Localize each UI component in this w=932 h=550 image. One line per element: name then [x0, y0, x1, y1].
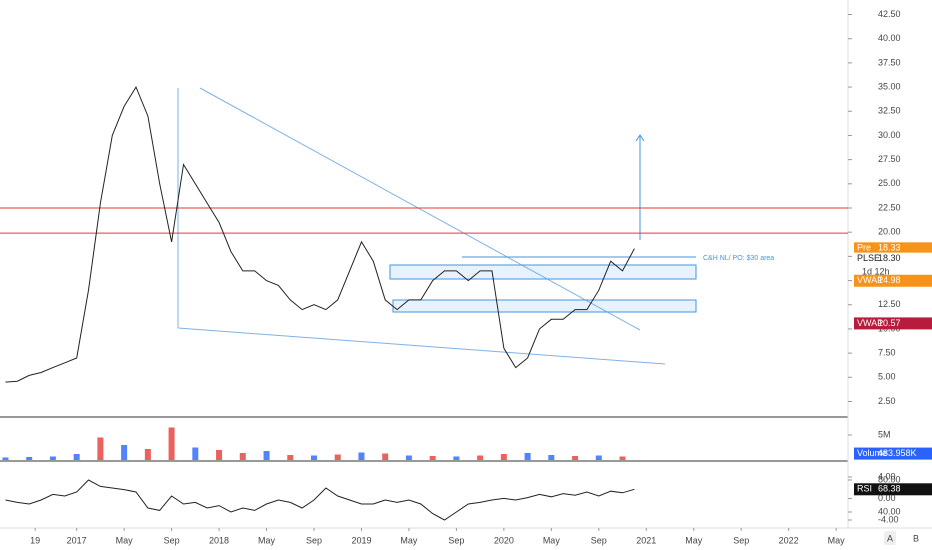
price-tag-value: 68.38	[878, 484, 901, 494]
price-tag-name: PLSE	[857, 253, 880, 263]
volume-bar	[216, 450, 223, 460]
volume-bar	[405, 455, 412, 460]
x-tick-label: 2017	[67, 535, 87, 545]
y-tick-label: 20.00	[878, 227, 901, 237]
volume-bar	[49, 456, 56, 460]
volume-bar	[263, 451, 270, 460]
y-tick-label: 12.50	[878, 299, 901, 309]
auto-button[interactable]	[884, 531, 896, 545]
y-tick-label: 40.00	[878, 506, 901, 516]
x-tick-label: May	[258, 535, 276, 545]
volume-bar	[429, 456, 436, 460]
price-tag-value: 483.958K	[878, 448, 917, 458]
volume-bar	[382, 453, 389, 460]
volume-bar	[2, 457, 9, 460]
price-tag-name: VWAP	[857, 318, 883, 328]
price-tag-value: 18.33	[878, 243, 901, 253]
y-tick-label: 25.00	[878, 178, 901, 188]
x-tick-label: May	[400, 535, 418, 545]
x-tick-label: 2019	[351, 535, 371, 545]
volume-bar	[358, 452, 365, 460]
y-tick-label: 2.50	[878, 396, 896, 406]
series-line	[5, 479, 635, 521]
price-tag-value: 18.30	[878, 253, 901, 263]
x-tick-label: Sep	[306, 535, 322, 545]
y-tick-label: 0.00	[878, 493, 896, 503]
price-tag	[854, 447, 932, 460]
volume-bar	[73, 454, 80, 460]
price-tag-name: Pre	[857, 243, 871, 253]
y-tick-label: 32.50	[878, 106, 901, 116]
x-tick-label: Sep	[733, 535, 749, 545]
volume-bar	[287, 455, 294, 460]
price-tag-name: RSI	[857, 484, 872, 494]
price-tag	[854, 483, 932, 496]
zone-box	[389, 264, 697, 280]
x-tick-label: 19	[30, 535, 40, 545]
volume-bar	[619, 456, 626, 460]
price-tag	[854, 242, 932, 255]
target-arrow	[635, 134, 645, 240]
y-tick-label: 35.00	[878, 81, 901, 91]
x-tick-label: 2018	[209, 535, 229, 545]
auto-label[interactable]: A	[887, 533, 893, 543]
volume-bar	[572, 456, 579, 460]
x-tick-label: Sep	[164, 535, 180, 545]
volume-bar	[453, 456, 460, 460]
countdown: 1d 12h	[862, 266, 890, 276]
x-tick-label: May	[828, 535, 846, 545]
y-tick-label: 4.00	[878, 471, 896, 481]
volume-bar	[548, 455, 555, 460]
y-tick-label: 27.50	[878, 154, 901, 164]
x-tick-label: Sep	[591, 535, 607, 545]
series-line	[5, 86, 635, 383]
x-tick-label: 2020	[494, 535, 514, 545]
annotation: C&H NL/ PO: $30 area	[703, 255, 774, 262]
price-tag-name: Volume	[857, 448, 887, 458]
y-tick-label: 5M	[878, 429, 891, 439]
price-tag	[854, 274, 932, 287]
x-tick-label: May	[543, 535, 561, 545]
y-tick-label: 5.00	[878, 372, 896, 382]
y-tick-label: 22.50	[878, 202, 901, 212]
volume-bar	[121, 445, 128, 460]
volume-bar	[334, 454, 341, 460]
x-tick-label: 2021	[636, 535, 656, 545]
y-tick-label: 30.00	[878, 130, 901, 140]
volume-bar	[595, 455, 602, 460]
x-tick-label: Sep	[448, 535, 464, 545]
y-tick-label: 7.50	[878, 347, 896, 357]
x-tick-label: May	[685, 535, 703, 545]
volume-bar	[26, 457, 33, 460]
price-tag	[854, 317, 932, 330]
volume-bar	[310, 455, 317, 460]
y-tick-label: 37.50	[878, 57, 901, 67]
volume-bar	[477, 455, 484, 460]
y-tick-label: -4.00	[878, 514, 899, 524]
x-tick-label: May	[116, 535, 134, 545]
volume-bar	[239, 453, 246, 460]
y-tick-label: 80.00	[878, 474, 901, 484]
price-tag	[854, 252, 932, 265]
log-label[interactable]: B	[913, 533, 919, 543]
y-tick-label: 40.00	[878, 33, 901, 43]
price-tag-value: 10.57	[878, 318, 901, 328]
volume-bar	[168, 427, 175, 460]
volume-bar	[500, 454, 507, 460]
price-tag-value: 14.98	[878, 275, 901, 285]
price-tag-name: VWAP	[857, 275, 883, 285]
y-tick-label: 42.50	[878, 9, 901, 19]
x-tick-label: 2022	[779, 535, 799, 545]
zone-box	[392, 299, 697, 313]
volume-bar	[192, 447, 199, 460]
volume-bar	[144, 449, 151, 460]
volume-bar	[524, 453, 531, 460]
volume-bar	[97, 437, 104, 460]
